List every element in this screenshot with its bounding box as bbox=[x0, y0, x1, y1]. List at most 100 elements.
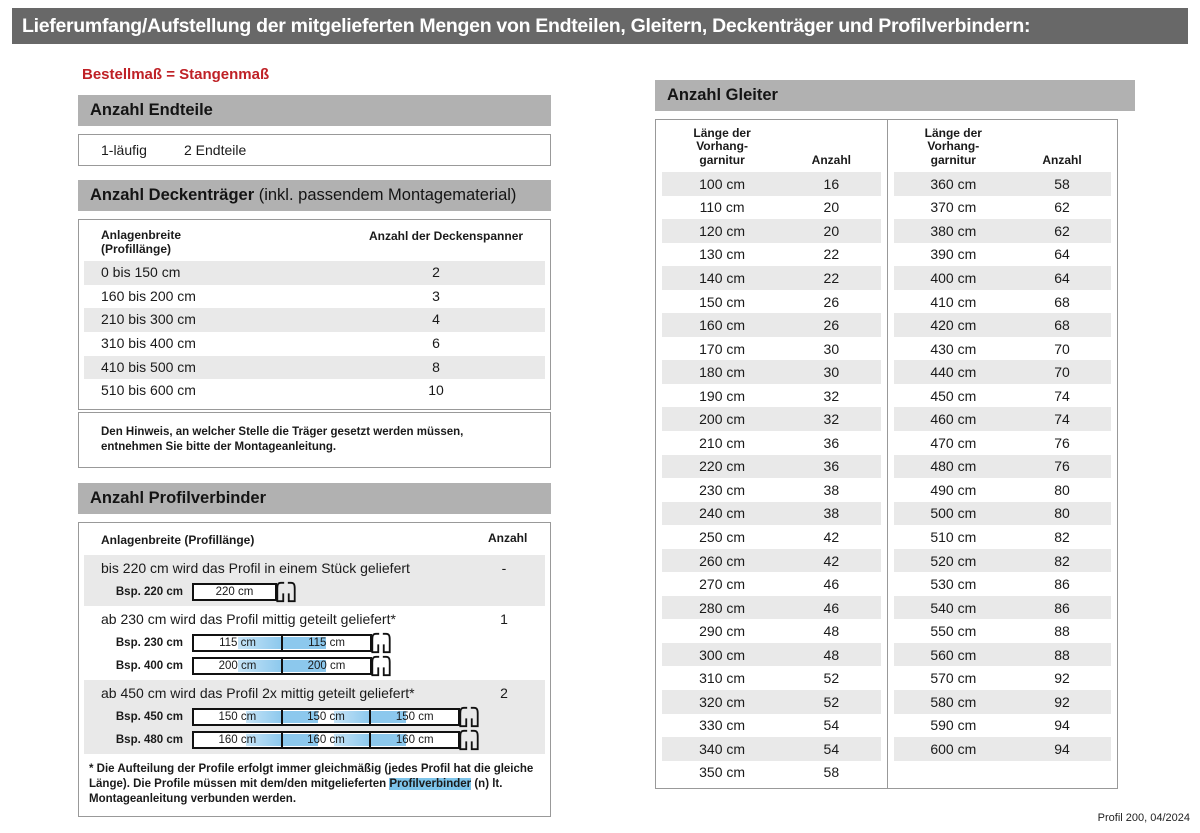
length-cell: 560 cm bbox=[930, 646, 977, 663]
section-title: Anzahl Endteile bbox=[90, 101, 213, 119]
count-cell: 36 bbox=[823, 434, 840, 451]
count-cell: 70 bbox=[1054, 364, 1070, 381]
length-cell: 330 cm bbox=[699, 717, 746, 734]
count-cell: 94 bbox=[1054, 740, 1070, 757]
table-row: 120 cm 20 bbox=[662, 219, 881, 243]
table-row: 540 cm 86 bbox=[893, 595, 1111, 620]
length-cell: 440 cm bbox=[930, 364, 977, 381]
count-cell: 20 bbox=[823, 199, 840, 216]
endteile-row-label: 1-läufig bbox=[101, 142, 147, 158]
count-cell: 70 bbox=[1054, 340, 1070, 357]
table-row: 410 bis 500 cm 8 bbox=[84, 355, 545, 380]
table-row: 280 cm 46 bbox=[662, 595, 881, 620]
length-cell: 580 cm bbox=[930, 693, 977, 710]
count-cell: 58 bbox=[823, 764, 840, 781]
count-cell: 62 bbox=[1054, 222, 1070, 239]
column-header-anlagenbreite: Anlagenbreite (Profillänge) bbox=[101, 533, 255, 548]
length-cell: 120 cm bbox=[699, 222, 746, 239]
count-cell: 32 bbox=[823, 387, 840, 404]
column-header-anzahl-deckenspanner: Anzahl der Deckenspanner bbox=[369, 229, 524, 243]
profile-diagram: 115 cm 115 cm bbox=[192, 632, 392, 654]
length-cell: 100 cm bbox=[699, 175, 746, 192]
range-cell: 0 bis 150 cm bbox=[101, 264, 181, 280]
count-cell: 1 bbox=[500, 611, 508, 628]
count-cell: 48 bbox=[823, 646, 840, 663]
count-cell: 64 bbox=[1054, 269, 1070, 286]
count-cell: 26 bbox=[823, 317, 840, 334]
count-cell: 30 bbox=[823, 340, 840, 357]
length-cell: 150 cm bbox=[699, 293, 746, 310]
table-row: 250 cm 42 bbox=[662, 525, 881, 549]
table-row: 0 bis 150 cm 2 bbox=[84, 261, 545, 285]
gleiter-table-left: Länge der Vorhang- garnitur Anzahl 100 c… bbox=[656, 120, 887, 788]
column-header-anzahl: Anzahl bbox=[811, 153, 851, 167]
table-row: 220 cm 36 bbox=[662, 454, 881, 479]
table-row: 480 cm 76 bbox=[893, 454, 1111, 479]
profile-diagram: 200 cm 200 cm bbox=[192, 655, 392, 677]
table-row: 160 cm 26 bbox=[662, 313, 881, 337]
length-cell: 160 cm bbox=[699, 317, 746, 334]
column-header-laenge: Länge der Vorhang- garnitur bbox=[693, 125, 751, 167]
count-cell: 82 bbox=[1054, 552, 1070, 569]
length-cell: 180 cm bbox=[699, 364, 746, 381]
section-header-endteile: Anzahl Endteile bbox=[78, 95, 551, 126]
length-cell: 110 cm bbox=[699, 199, 745, 216]
profile-endcap-icon bbox=[370, 632, 392, 654]
count-cell: 42 bbox=[823, 552, 840, 569]
length-cell: 600 cm bbox=[930, 740, 977, 757]
length-cell: 360 cm bbox=[930, 175, 977, 192]
group-rule-row: ab 450 cm wird das Profil 2x mittig gete… bbox=[84, 682, 545, 705]
length-cell: 530 cm bbox=[930, 576, 977, 593]
count-cell: 38 bbox=[823, 505, 840, 522]
verbinder-group-3: ab 450 cm wird das Profil 2x mittig gete… bbox=[84, 680, 545, 755]
table-row: 530 cm 86 bbox=[894, 572, 1112, 596]
table-row: 510 bis 600 cm 10 bbox=[84, 379, 545, 403]
count-cell: 74 bbox=[1054, 411, 1070, 428]
table-row: 350 cm 58 bbox=[662, 761, 881, 785]
count-cell: 10 bbox=[428, 382, 444, 399]
table-row: 290 cm 48 bbox=[662, 619, 881, 643]
length-cell: 400 cm bbox=[930, 269, 977, 286]
count-cell: 2 bbox=[500, 685, 508, 702]
column-header-anzahl: Anzahl bbox=[1042, 153, 1082, 167]
table-row: 570 cm 92 bbox=[894, 666, 1112, 690]
length-cell: 310 cm bbox=[699, 670, 746, 687]
table-row: 150 cm 26 bbox=[662, 290, 881, 314]
table-row: 370 cm 62 bbox=[894, 196, 1112, 220]
count-cell: 3 bbox=[432, 287, 440, 304]
group-rule-row: ab 230 cm wird das Profil mittig geteilt… bbox=[84, 608, 545, 631]
profile-example: Bsp. 400 cm 200 cm 200 cm bbox=[84, 654, 545, 677]
profile-diagram: 220 cm bbox=[192, 581, 297, 603]
table-row: 210 bis 300 cm 4 bbox=[84, 308, 545, 333]
count-cell: 74 bbox=[1054, 387, 1070, 404]
table-row: 390 cm 64 bbox=[894, 243, 1112, 267]
length-cell: 170 cm bbox=[699, 340, 746, 357]
length-cell: 340 cm bbox=[699, 740, 746, 757]
count-cell: 92 bbox=[1054, 693, 1070, 710]
length-cell: 260 cm bbox=[699, 552, 746, 569]
table-row: 400 cm 64 bbox=[893, 266, 1111, 290]
deckentraeger-rows: 0 bis 150 cm 2 160 bis 200 cm 3 210 bis … bbox=[79, 260, 550, 409]
length-cell: 430 cm bbox=[930, 340, 977, 357]
length-cell: 250 cm bbox=[699, 528, 746, 545]
table-row: 100 cm 16 bbox=[662, 172, 881, 196]
document-version: Profil 200, 04/2024 bbox=[1097, 812, 1190, 824]
count-cell: 38 bbox=[823, 481, 840, 498]
gleiter-rows-right: 360 cm 58 370 cm 62 380 cm 62 bbox=[888, 172, 1118, 761]
length-cell: 570 cm bbox=[930, 670, 977, 687]
table-row: 430 cm 70 bbox=[894, 337, 1112, 361]
length-cell: 450 cm bbox=[930, 387, 977, 404]
left-column: Bestellmaß = Stangenmaß Anzahl Endteile … bbox=[78, 64, 551, 818]
page-title-banner: Lieferumfang/Aufstellung der mitgeliefer… bbox=[12, 8, 1188, 44]
count-cell: 22 bbox=[823, 246, 840, 263]
table-row: 590 cm 94 bbox=[894, 714, 1112, 738]
section-title: Anzahl Deckenträger bbox=[90, 186, 255, 204]
column-header-laenge: Länge der Vorhang- garnitur bbox=[924, 125, 982, 167]
table-header-row: Länge der Vorhang- garnitur Anzahl bbox=[888, 120, 1118, 172]
count-cell: 94 bbox=[1054, 717, 1070, 734]
profile-endcap-icon bbox=[458, 706, 480, 728]
count-cell: 20 bbox=[823, 222, 840, 239]
table-row: 330 cm 54 bbox=[662, 714, 881, 738]
profile-example: Bsp. 220 cm 220 cm bbox=[84, 580, 545, 603]
count-cell: 80 bbox=[1054, 505, 1070, 522]
